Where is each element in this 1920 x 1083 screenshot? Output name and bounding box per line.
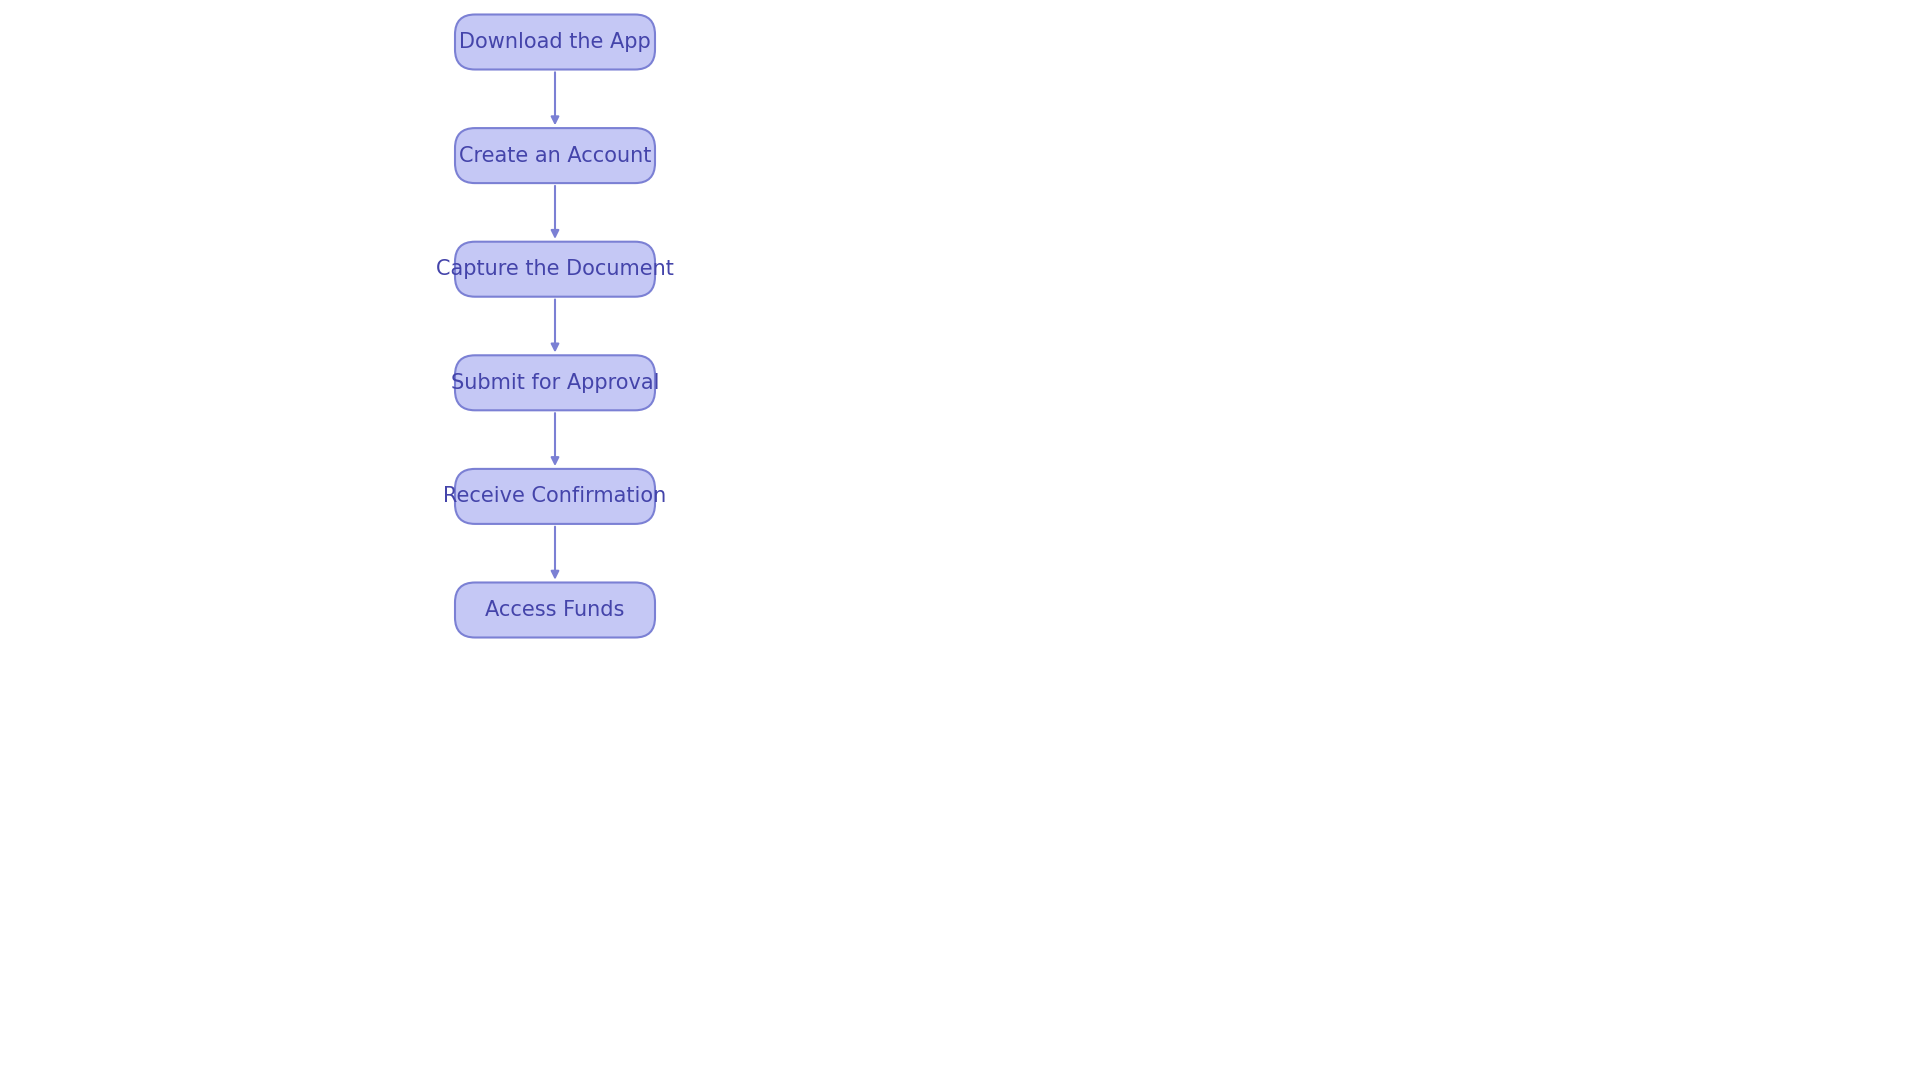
FancyBboxPatch shape xyxy=(455,355,655,410)
Text: Capture the Document: Capture the Document xyxy=(436,259,674,279)
FancyBboxPatch shape xyxy=(455,242,655,297)
Text: Access Funds: Access Funds xyxy=(486,600,624,619)
Text: Download the App: Download the App xyxy=(459,32,651,52)
FancyBboxPatch shape xyxy=(455,128,655,183)
FancyBboxPatch shape xyxy=(455,583,655,638)
Text: Submit for Approval: Submit for Approval xyxy=(451,373,659,393)
FancyBboxPatch shape xyxy=(455,469,655,524)
FancyBboxPatch shape xyxy=(455,14,655,69)
Text: Receive Confirmation: Receive Confirmation xyxy=(444,486,666,507)
Text: Create an Account: Create an Account xyxy=(459,145,651,166)
